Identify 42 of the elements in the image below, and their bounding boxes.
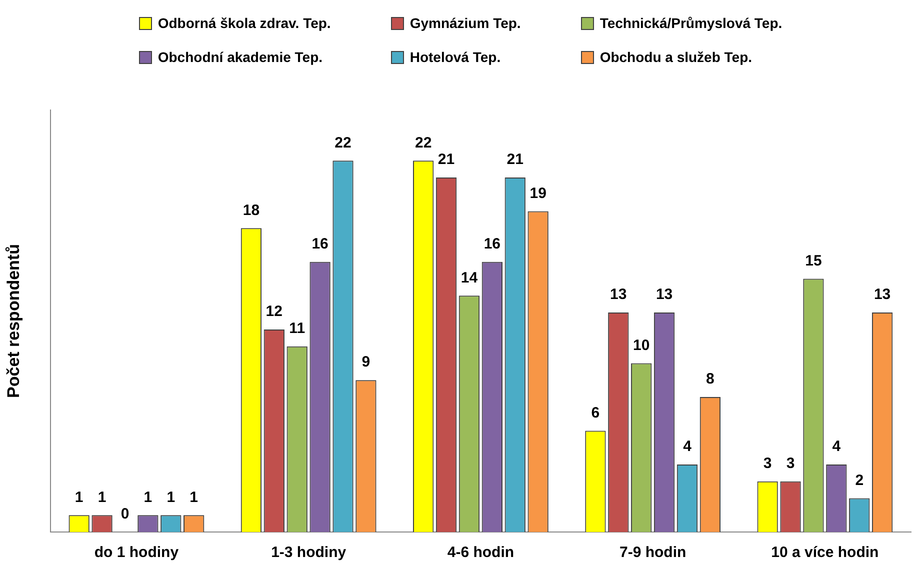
data-label: 22	[334, 134, 352, 152]
legend-label: Odborná škola zdrav. Tep.	[158, 15, 331, 31]
data-label: 2	[855, 472, 864, 489]
x-tick-label: do 1 hodiny	[94, 544, 180, 562]
x-tick-label: 10 a více hodin	[771, 544, 879, 562]
y-axis-title: Počet respondentů	[4, 244, 23, 398]
x-tick-label: 4-6 hodin	[447, 544, 514, 562]
data-label: 1	[190, 488, 198, 506]
x-tick-label: 1-3 hodiny	[271, 544, 347, 562]
data-label: 11	[289, 320, 306, 337]
data-label: 13	[874, 286, 891, 304]
legend-label: Obchodu a služeb Tep.	[600, 49, 752, 65]
data-label: 13	[656, 286, 673, 304]
data-label: 21	[506, 151, 524, 168]
legend-label: Technická/Průmyslová Tep.	[600, 15, 782, 31]
data-label: 16	[484, 236, 501, 253]
data-label: 21	[438, 151, 455, 168]
x-tick-label: 7-9 hodin	[619, 544, 686, 562]
data-label: 12	[266, 303, 282, 320]
data-label: 1	[166, 488, 176, 506]
data-label: 3	[786, 455, 795, 472]
data-label: 16	[312, 236, 328, 253]
data-label: 18	[242, 202, 260, 219]
data-label: 1	[74, 488, 84, 506]
data-label: 4	[683, 438, 692, 456]
data-label: 0	[120, 506, 130, 523]
legend-label: Gymnázium Tep.	[410, 15, 521, 31]
data-label: 3	[763, 455, 772, 472]
data-label: 9	[362, 354, 370, 371]
data-label: 22	[414, 134, 432, 152]
legend-label: Obchodní akademie Tep.	[158, 49, 323, 65]
data-label: 1	[98, 488, 106, 506]
data-label: 14	[460, 269, 478, 286]
data-label: 19	[530, 184, 546, 202]
data-label: 10	[633, 336, 650, 354]
data-label: 1	[144, 488, 152, 506]
data-label: 4	[832, 438, 842, 456]
data-label: 15	[805, 252, 822, 270]
data-label: 13	[610, 286, 627, 304]
data-label: 8	[706, 370, 714, 388]
legend-label: Hotelová Tep.	[410, 49, 501, 65]
data-label: 6	[591, 404, 600, 422]
